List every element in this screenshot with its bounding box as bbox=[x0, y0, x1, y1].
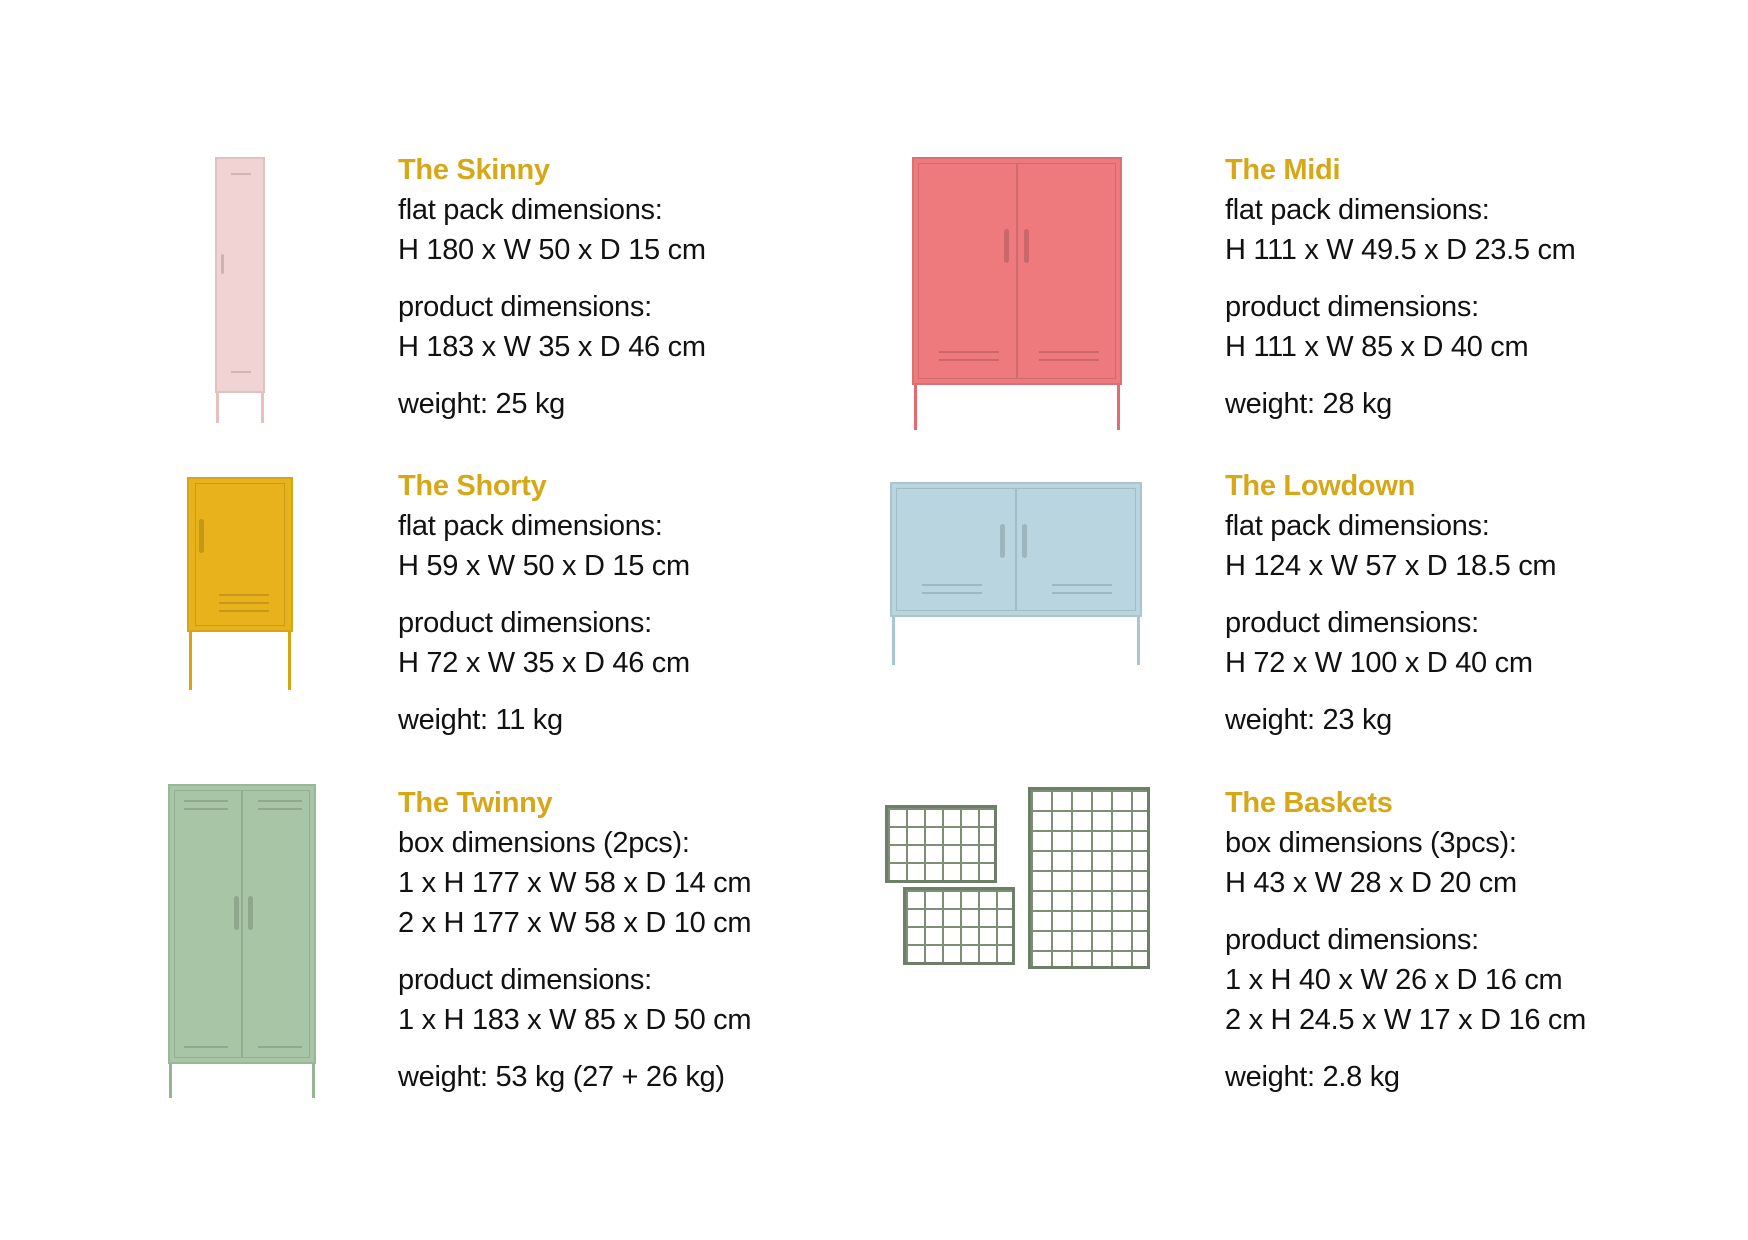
spec-value: H 111 x W 49.5 x D 23.5 cm bbox=[1225, 234, 1576, 266]
dimension-group: flat pack dimensions: H 124 x W 57 x D 18… bbox=[1225, 506, 1557, 586]
dimension-group: flat pack dimensions: H 59 x W 50 x D 15 … bbox=[398, 506, 690, 586]
spec-value: H 124 x W 57 x D 18.5 cm bbox=[1225, 550, 1557, 582]
spec-value: 1 x H 183 x W 85 x D 50 cm bbox=[398, 1004, 752, 1036]
product-title: The Midi bbox=[1225, 154, 1341, 186]
spec-label: weight: 2.8 kg bbox=[1225, 1061, 1400, 1093]
spec-value: 2 x H 24.5 x W 17 x D 16 cm bbox=[1225, 1004, 1586, 1036]
dimension-group: flat pack dimensions: H 111 x W 49.5 x D … bbox=[1225, 190, 1576, 270]
spec-label: product dimensions: bbox=[398, 291, 652, 323]
spec-label: flat pack dimensions: bbox=[398, 194, 663, 226]
spec-value: H 180 x W 50 x D 15 cm bbox=[398, 234, 706, 266]
spec-value: H 72 x W 35 x D 46 cm bbox=[398, 647, 690, 679]
baskets-image bbox=[885, 787, 1154, 972]
spec-label: box dimensions (2pcs): bbox=[398, 827, 690, 859]
weight-spec: weight: 11 kg bbox=[398, 700, 690, 740]
spec-label: product dimensions: bbox=[398, 607, 652, 639]
dimension-group: flat pack dimensions: H 180 x W 50 x D 15… bbox=[398, 190, 706, 270]
dimension-group: product dimensions: H 72 x W 100 x D 40 c… bbox=[1225, 603, 1556, 683]
dimension-group: product dimensions: H 111 x W 85 x D 40 c… bbox=[1225, 287, 1576, 367]
product-title: The Shorty bbox=[398, 470, 547, 502]
product-title: The Twinny bbox=[398, 787, 553, 819]
dimension-group: product dimensions: 1 x H 40 x W 26 x D 1… bbox=[1225, 920, 1586, 1040]
spec-value: 1 x H 40 x W 26 x D 16 cm bbox=[1225, 964, 1563, 996]
product-lowdown: The Lowdown flat pack dimensions: H 124 x … bbox=[1225, 466, 1557, 740]
dimension-group: product dimensions: H 183 x W 35 x D 46 c… bbox=[398, 287, 706, 367]
spec-value: 2 x H 177 x W 58 x D 10 cm bbox=[398, 907, 752, 939]
spec-value: H 111 x W 85 x D 40 cm bbox=[1225, 331, 1529, 363]
spec-value: H 59 x W 50 x D 15 cm bbox=[398, 550, 690, 582]
lowdown-locker-image bbox=[890, 482, 1142, 665]
spec-label: weight: 53 kg (27 + 26 kg) bbox=[398, 1061, 725, 1093]
spec-label: weight: 11 kg bbox=[398, 704, 563, 736]
product-baskets: The Baskets box dimensions (3pcs): H 43 x … bbox=[1225, 783, 1586, 1097]
weight-spec: weight: 23 kg bbox=[1225, 700, 1556, 740]
spec-label: weight: 23 kg bbox=[1225, 704, 1392, 736]
product-twinny: The Twinny box dimensions (2pcs): 1 x H 17… bbox=[398, 783, 752, 1097]
spec-label: flat pack dimensions: bbox=[1225, 510, 1490, 542]
weight-spec: weight: 53 kg (27 + 26 kg) bbox=[398, 1057, 751, 1097]
shorty-locker-image bbox=[187, 477, 293, 690]
spec-label: product dimensions: bbox=[1225, 607, 1479, 639]
spec-label: weight: 25 kg bbox=[398, 388, 565, 420]
product-title: The Lowdown bbox=[1225, 470, 1416, 502]
product-title: The Baskets bbox=[1225, 787, 1393, 819]
product-skinny: The Skinny flat pack dimensions: H 180 x W… bbox=[398, 150, 706, 424]
spec-label: product dimensions: bbox=[1225, 291, 1479, 323]
spec-value: H 183 x W 35 x D 46 cm bbox=[398, 331, 706, 363]
spec-label: flat pack dimensions: bbox=[398, 510, 663, 542]
product-title: The Skinny bbox=[398, 154, 550, 186]
twinny-locker-image bbox=[168, 784, 316, 1098]
spec-value: H 43 x W 28 x D 20 cm bbox=[1225, 867, 1517, 899]
weight-spec: weight: 28 kg bbox=[1225, 384, 1576, 424]
product-shorty: The Shorty flat pack dimensions: H 59 x W … bbox=[398, 466, 690, 740]
skinny-locker-image bbox=[215, 157, 265, 423]
spec-label: flat pack dimensions: bbox=[1225, 194, 1490, 226]
dimension-group: product dimensions: 1 x H 183 x W 85 x D … bbox=[398, 960, 752, 1040]
spec-label: product dimensions: bbox=[1225, 924, 1479, 956]
spec-value: H 72 x W 100 x D 40 cm bbox=[1225, 647, 1533, 679]
spec-label: product dimensions: bbox=[398, 964, 652, 996]
spec-label: box dimensions (3pcs): bbox=[1225, 827, 1517, 859]
midi-locker-image bbox=[912, 157, 1122, 430]
dimension-group: box dimensions (3pcs): H 43 x W 28 x D 20… bbox=[1225, 823, 1586, 903]
spec-label: weight: 28 kg bbox=[1225, 388, 1392, 420]
spec-value: 1 x H 177 x W 58 x D 14 cm bbox=[398, 867, 752, 899]
weight-spec: weight: 2.8 kg bbox=[1225, 1057, 1586, 1097]
weight-spec: weight: 25 kg bbox=[398, 384, 706, 424]
product-midi: The Midi flat pack dimensions: H 111 x W 4… bbox=[1225, 150, 1576, 424]
dimension-group: box dimensions (2pcs): 1 x H 177 x W 58 x… bbox=[398, 823, 752, 943]
dimension-group: product dimensions: H 72 x W 35 x D 46 cm bbox=[398, 603, 690, 683]
